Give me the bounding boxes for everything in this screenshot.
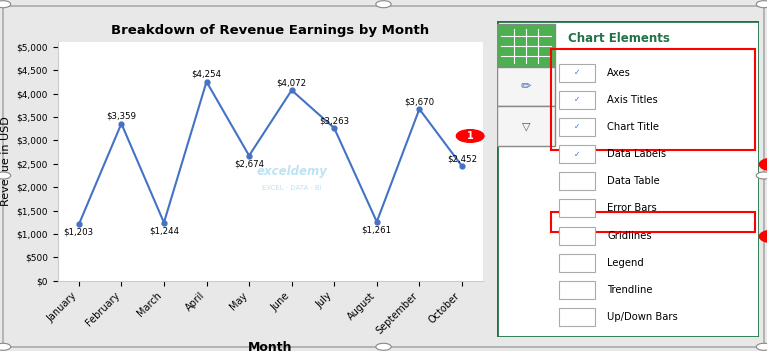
X-axis label: Month: Month (248, 341, 293, 351)
Text: Error Bars: Error Bars (607, 203, 657, 213)
FancyBboxPatch shape (497, 24, 555, 67)
Y-axis label: Revenue in USD: Revenue in USD (1, 117, 11, 206)
Text: 1: 1 (467, 131, 473, 141)
FancyBboxPatch shape (497, 106, 555, 146)
Text: Axis Titles: Axis Titles (607, 95, 658, 105)
Text: ✓: ✓ (574, 122, 580, 131)
Text: Data Labels: Data Labels (607, 149, 667, 159)
FancyBboxPatch shape (558, 172, 595, 190)
FancyBboxPatch shape (558, 91, 595, 109)
FancyBboxPatch shape (558, 118, 595, 136)
Text: Axes: Axes (607, 67, 631, 78)
Text: Trendline: Trendline (607, 285, 653, 295)
FancyBboxPatch shape (558, 226, 595, 245)
Text: EXCEL · DATA · BI: EXCEL · DATA · BI (262, 185, 321, 191)
Text: $1,261: $1,261 (362, 225, 392, 234)
Text: Up/Down Bars: Up/Down Bars (607, 312, 678, 322)
Text: $3,670: $3,670 (404, 97, 434, 106)
Text: $3,359: $3,359 (107, 112, 137, 121)
Text: $3,263: $3,263 (319, 116, 349, 125)
FancyBboxPatch shape (497, 67, 555, 106)
Text: Chart Title: Chart Title (607, 122, 659, 132)
Title: Breakdown of Revenue Earnings by Month: Breakdown of Revenue Earnings by Month (111, 24, 430, 37)
FancyBboxPatch shape (558, 145, 595, 163)
Text: Chart Elements: Chart Elements (568, 32, 670, 45)
Text: Data Table: Data Table (607, 176, 660, 186)
Text: ✓: ✓ (574, 150, 580, 159)
Text: exceldemy: exceldemy (256, 165, 327, 178)
Text: $4,254: $4,254 (192, 70, 222, 79)
Text: ✓: ✓ (574, 95, 580, 104)
FancyBboxPatch shape (497, 21, 759, 337)
Text: $2,674: $2,674 (234, 159, 264, 168)
Text: $1,203: $1,203 (64, 228, 94, 237)
Text: ✓: ✓ (574, 68, 580, 77)
FancyBboxPatch shape (558, 308, 595, 326)
Text: Gridlines: Gridlines (607, 231, 652, 240)
Text: $4,072: $4,072 (277, 78, 307, 87)
FancyBboxPatch shape (558, 254, 595, 272)
Text: ✏: ✏ (521, 80, 531, 93)
FancyBboxPatch shape (558, 281, 595, 299)
FancyBboxPatch shape (558, 199, 595, 217)
FancyBboxPatch shape (558, 64, 595, 81)
Text: Legend: Legend (607, 258, 644, 268)
Text: $2,452: $2,452 (447, 154, 477, 163)
Text: $1,244: $1,244 (149, 226, 179, 235)
Text: ▽: ▽ (522, 121, 530, 131)
